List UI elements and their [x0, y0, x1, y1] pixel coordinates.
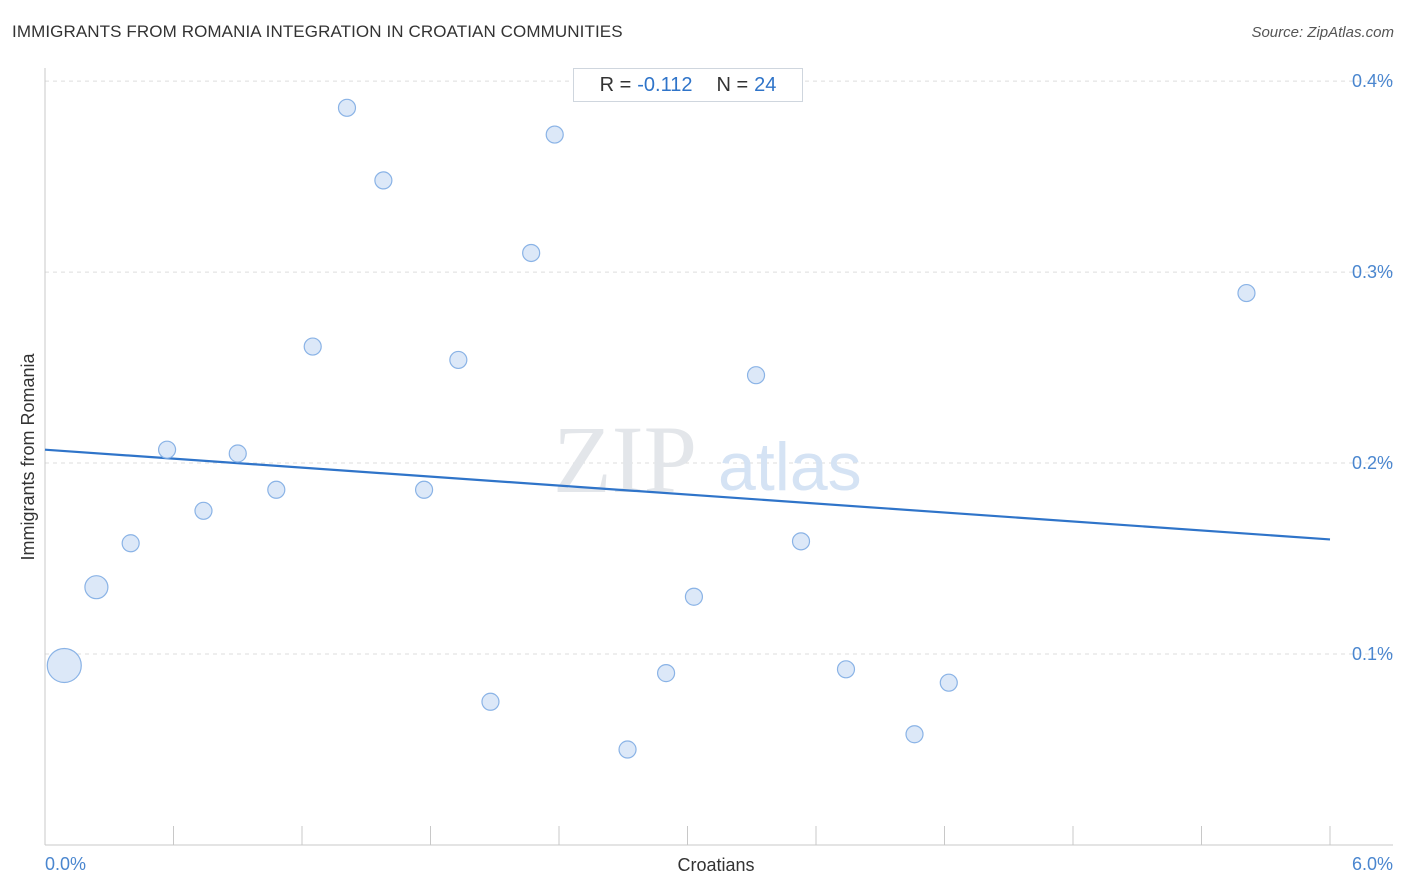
- data-point-7: [303, 337, 322, 356]
- r-value: -0.112: [637, 73, 693, 96]
- data-points: [46, 98, 1256, 759]
- watermark: ZIP atlas: [553, 406, 862, 513]
- data-point-2: [121, 534, 140, 553]
- data-point-9: [374, 171, 393, 190]
- data-point-14: [545, 125, 564, 144]
- data-point-0: [46, 647, 82, 684]
- x-axis-title: Croatians: [677, 855, 754, 875]
- tick-labels: 0.1% 0.2% 0.3% 0.4% 0.0% 6.0%: [45, 71, 1393, 874]
- data-point-17: [684, 587, 704, 606]
- data-point-21: [905, 725, 924, 744]
- source-credit: Source: ZipAtlas.com: [1251, 24, 1394, 41]
- data-point-18: [746, 366, 766, 385]
- data-point-23: [1237, 283, 1256, 303]
- data-point-4: [194, 501, 213, 520]
- trend-line: [44, 448, 1331, 541]
- data-point-8: [337, 98, 357, 117]
- correlation-stats-box: R = -0.112 N = 24: [573, 68, 803, 102]
- gridlines: [45, 80, 1393, 655]
- watermark-atlas: atlas: [718, 429, 862, 505]
- data-point-20: [836, 660, 856, 679]
- y-axis-title: Immigrants from Romania: [18, 352, 38, 560]
- data-point-22: [939, 673, 958, 692]
- y-tick-label-0: 0.1%: [1352, 644, 1393, 664]
- data-point-10: [414, 480, 434, 499]
- n-label: N =: [716, 73, 749, 96]
- watermark-zip: ZIP: [553, 406, 697, 513]
- data-point-11: [449, 350, 468, 370]
- data-point-12: [481, 692, 500, 711]
- axes: [44, 68, 1393, 846]
- n-value: 24: [754, 73, 777, 96]
- r-label: R =: [599, 73, 632, 96]
- trend-line-group: [44, 448, 1331, 541]
- data-point-15: [618, 740, 637, 759]
- x-tick-label-1: 6.0%: [1352, 854, 1393, 874]
- y-tick-label-3: 0.4%: [1352, 71, 1393, 91]
- y-tick-label-2: 0.3%: [1352, 262, 1393, 282]
- data-point-19: [791, 532, 811, 551]
- data-point-3: [157, 440, 177, 459]
- chart-title: IMMIGRANTS FROM ROMANIA INTEGRATION IN C…: [12, 22, 623, 41]
- data-point-13: [522, 243, 541, 263]
- y-tick-label-1: 0.2%: [1352, 453, 1393, 473]
- x-tick-label-0: 0.0%: [45, 854, 86, 874]
- data-point-5: [228, 444, 247, 463]
- data-point-1: [84, 575, 109, 600]
- data-point-16: [656, 664, 676, 683]
- data-point-6: [267, 480, 286, 499]
